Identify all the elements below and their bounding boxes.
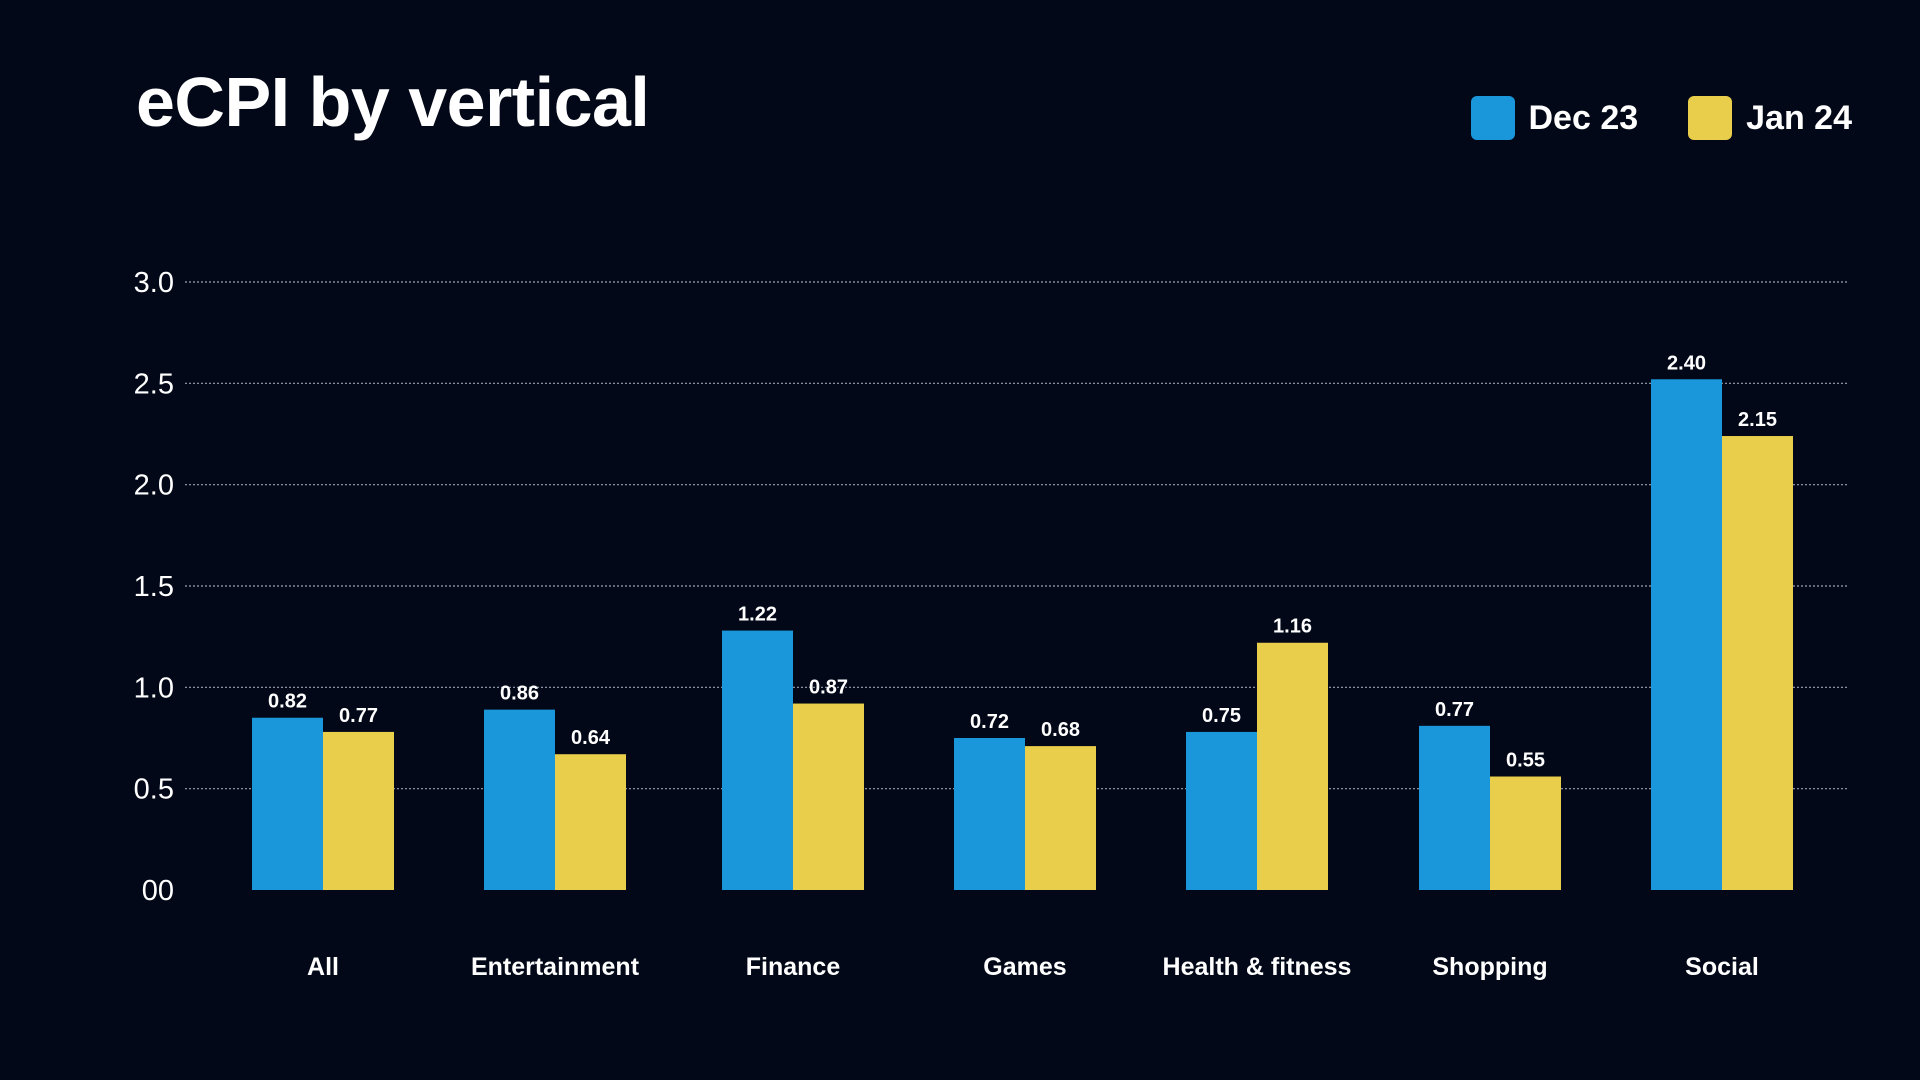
- x-tick-label: Entertainment: [471, 953, 640, 981]
- y-tick-label: 1.5: [134, 571, 174, 603]
- y-tick-label: 1.0: [134, 672, 174, 704]
- x-tick-label: Games: [983, 953, 1066, 981]
- bar: [1419, 725, 1490, 890]
- data-label: 2.15: [1738, 409, 1777, 431]
- data-label: 0.82: [268, 691, 307, 713]
- bar: [1651, 379, 1722, 890]
- x-tick-label: All: [307, 953, 339, 981]
- data-label: 0.77: [1435, 699, 1474, 721]
- x-tick-label: Health & fitness: [1163, 953, 1352, 981]
- data-label: 0.77: [339, 705, 378, 727]
- data-label: 0.86: [500, 683, 539, 705]
- legend-label-jan-24: Jan 24: [1746, 98, 1852, 137]
- x-tick-label: Finance: [746, 953, 841, 981]
- y-tick-label: 00: [142, 875, 174, 907]
- data-label: 0.68: [1041, 719, 1080, 741]
- bar: [1257, 642, 1328, 890]
- bar: [1186, 731, 1257, 890]
- data-label: 0.64: [571, 727, 611, 749]
- chart-legend: Dec 23 Jan 24: [1421, 96, 1852, 140]
- bar: [484, 709, 555, 890]
- chart-title: eCPI by vertical: [136, 63, 650, 141]
- bar: [722, 630, 793, 890]
- data-label: 0.87: [809, 677, 848, 699]
- legend-swatch-dec-23: [1470, 96, 1515, 140]
- legend-label-dec-23: Dec 23: [1528, 98, 1639, 137]
- x-tick-label: Social: [1685, 953, 1759, 981]
- legend-swatch-jan-24: [1688, 96, 1733, 140]
- bar: [555, 754, 626, 890]
- bar: [954, 738, 1025, 890]
- data-label: 0.72: [970, 711, 1009, 733]
- y-tick-label: 3.0: [134, 267, 174, 299]
- data-label: 1.22: [738, 604, 777, 626]
- data-label: 2.40: [1667, 352, 1706, 374]
- legend-item-dec-23: Dec 23: [1470, 96, 1639, 140]
- x-tick-label: Shopping: [1432, 953, 1547, 981]
- data-label: 0.75: [1202, 705, 1241, 727]
- bar: [1722, 436, 1793, 890]
- y-tick-label: 0.5: [134, 774, 174, 806]
- data-label: 1.16: [1273, 616, 1312, 638]
- bar: [1025, 746, 1096, 890]
- data-label: 0.55: [1506, 750, 1545, 772]
- bar: [1490, 776, 1561, 890]
- bar: [323, 731, 394, 890]
- bar: [793, 703, 864, 890]
- y-tick-label: 2.5: [134, 368, 174, 400]
- legend-item-jan-24: Jan 24: [1688, 96, 1852, 140]
- bar: [252, 717, 323, 890]
- y-tick-label: 2.0: [134, 470, 174, 502]
